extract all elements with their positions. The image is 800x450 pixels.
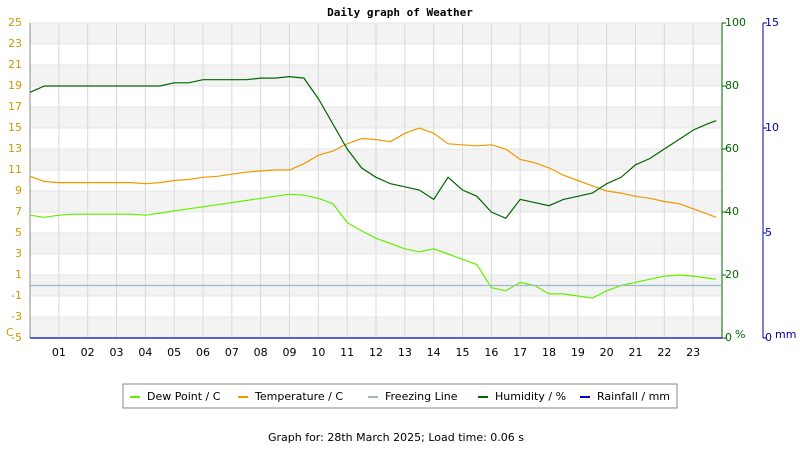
x-tick-label: 15 (456, 346, 470, 359)
x-tick-label: 21 (629, 346, 643, 359)
x-tick-label: 11 (340, 346, 354, 359)
y-tick-label: 9 (15, 184, 22, 197)
y-tick-label: 19 (8, 79, 22, 92)
y-tick-label: 13 (8, 142, 22, 155)
x-tick-label: 08 (254, 346, 268, 359)
y-tick-label: 11 (8, 163, 22, 176)
legend-label: Dew Point / C (147, 390, 221, 403)
x-tick-label: 01 (52, 346, 66, 359)
x-tick-label: 20 (600, 346, 614, 359)
x-tick-label: 23 (686, 346, 700, 359)
y-tick-label: 7 (15, 205, 22, 218)
series-line (29, 75, 717, 220)
x-tick-label: 03 (110, 346, 124, 359)
x-tick-label: 06 (196, 346, 210, 359)
footer: Graph for: 28th March 2025; Load time: 0… (268, 431, 524, 444)
x-tick-label: 19 (571, 346, 585, 359)
y-tick-label: 5 (15, 226, 22, 239)
y2-tick-label: 80 (725, 79, 739, 92)
y-tick-label: 23 (8, 37, 22, 50)
x-tick-label: 14 (427, 346, 441, 359)
y2-tick-label: 100 (725, 16, 746, 29)
y2-tick-label: 40 (725, 205, 739, 218)
y-tick-label: 17 (8, 100, 22, 113)
y-tick-label: 1 (15, 268, 22, 281)
x-tick-label: 22 (657, 346, 671, 359)
y-axis-label: C (6, 326, 14, 339)
legend-label: Humidity / % (495, 390, 566, 403)
y-tick-label: -3 (11, 310, 22, 323)
legend-label: Freezing Line (385, 390, 458, 403)
x-tick-label: 18 (542, 346, 556, 359)
x-tick-label: 12 (369, 346, 383, 359)
legend-box (122, 383, 678, 409)
y-tick-label: 25 (8, 16, 22, 29)
y3-axis-label: mm (775, 328, 796, 341)
series-line (29, 127, 717, 218)
x-tick-label: 07 (225, 346, 239, 359)
legend-label: Rainfall / mm (597, 390, 670, 403)
series-line (29, 193, 717, 299)
y-tick-label: 3 (15, 247, 22, 260)
x-tick-label: 17 (513, 346, 527, 359)
y-tick-label: 21 (8, 58, 22, 71)
y3-tick-label: 5 (765, 226, 772, 239)
x-tick-label: 09 (283, 346, 297, 359)
x-tick-label: 13 (398, 346, 412, 359)
y-tick-label: -1 (11, 289, 22, 302)
x-tick-label: 16 (484, 346, 498, 359)
chart-title: Daily graph of Weather (327, 6, 473, 19)
y3-tick-label: 0 (765, 331, 772, 344)
y2-tick-label: 20 (725, 268, 739, 281)
y3-tick-label: 15 (765, 16, 779, 29)
y3-tick-label: 10 (765, 121, 779, 134)
x-tick-label: 10 (311, 346, 325, 359)
x-tick-label: 05 (167, 346, 181, 359)
y2-tick-label: 60 (725, 142, 739, 155)
legend-label: Temperature / C (254, 390, 343, 403)
x-tick-label: 04 (138, 346, 152, 359)
y-tick-label: -5 (11, 331, 22, 344)
y2-tick-label: 0 (725, 331, 732, 344)
y2-axis-label: % (735, 328, 745, 341)
x-tick-label: 02 (81, 346, 95, 359)
y-tick-label: 15 (8, 121, 22, 134)
